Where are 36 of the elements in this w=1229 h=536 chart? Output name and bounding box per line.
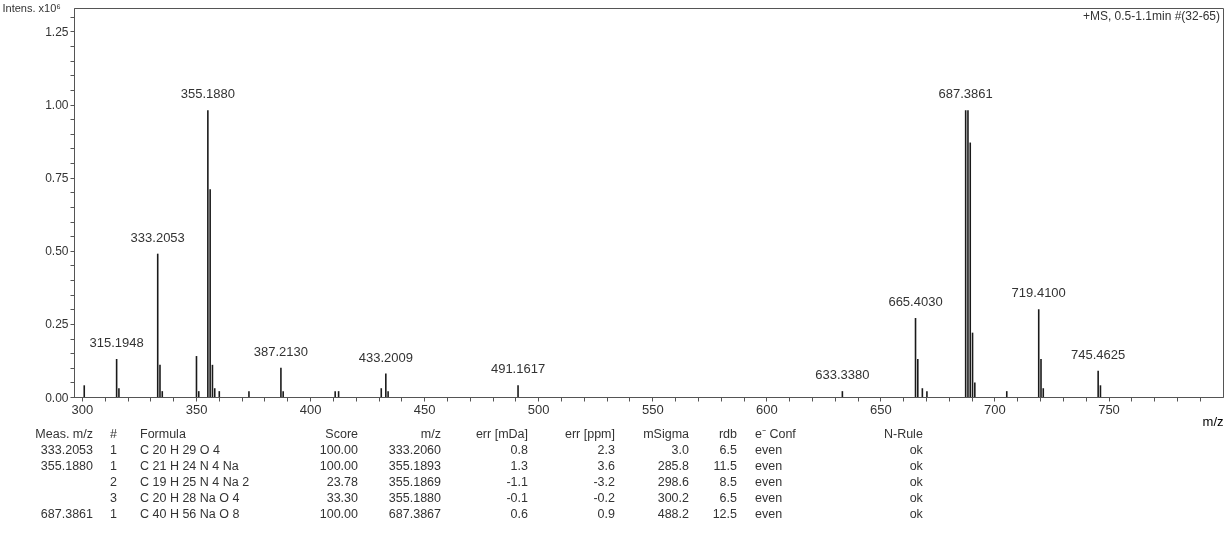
x-axis-title: m/z — [1202, 413, 1224, 429]
x-tick-label: 300 — [71, 401, 94, 417]
annotation: 745.4625 — [1071, 346, 1126, 362]
x-tick-label: 350 — [185, 401, 208, 417]
x-tick-label: 550 — [641, 401, 664, 417]
x-tick-label: 750 — [1098, 401, 1120, 417]
y-tick-label: 1.25 — [45, 24, 69, 39]
text: 3 C 20 H 28 Na O 4 33.30 355.1880 -0.1 -0.2 300.2 6.5 even ok — [110, 491, 923, 505]
annotation: 315.1948 — [89, 334, 144, 350]
annotation: 387.2130 — [253, 343, 309, 359]
annotation: 687.3861 — [938, 86, 993, 102]
y-tick-label: 0.00 — [45, 390, 69, 405]
y-axis-title: Intens. x10⁶ — [2, 1, 61, 14]
text: 355.1880 1 C 21 H 24 N 4 Na 100.00 355.1893 1.3 3.6 285.8 11.5 even ok — [40, 459, 923, 473]
y-tick-label: 1.00 — [45, 98, 69, 113]
annotation: 719.4100 — [1011, 285, 1066, 301]
x-tick-label: 450 — [413, 401, 436, 417]
text: Meas. m/z # Formula Score m/z err [mDa] err [ppm] mSigma rdb e⁻ Conf N-Rule — [35, 427, 923, 441]
annotation: 665.4030 — [888, 294, 943, 310]
x-tick-label: 700 — [984, 401, 1006, 417]
y-tick-label: 0.75 — [45, 171, 69, 186]
text: 687.3861 1 C 40 H 56 Na O 8 100.00 687.3867 0.6 0.9 488.2 12.5 even ok — [40, 507, 923, 521]
annotation: +MS, 0.5-1.1min #(32-65) — [1082, 9, 1220, 23]
y-tick-label: 0.25 — [45, 317, 69, 332]
x-tick-label: 500 — [527, 401, 550, 417]
annotation: 633.3380 — [815, 367, 870, 383]
text: 2 C 19 H 25 N 4 Na 2 23.78 355.1869 -1.1 -3.2 298.6 8.5 even ok — [110, 475, 923, 489]
x-tick-label: 650 — [870, 401, 892, 417]
y-tick-label: 0.50 — [45, 244, 69, 259]
annotation: 433.2009 — [358, 349, 413, 365]
annotation: 491.1617 — [490, 361, 546, 377]
annotation: 333.2053 — [130, 229, 185, 245]
text: 333.2053 1 C 20 H 29 O 4 100.00 333.2060 0.8 2.3 3.0 6.5 even ok — [40, 443, 923, 457]
x-tick-label: 400 — [299, 401, 322, 417]
annotation: 355.1880 — [180, 86, 235, 102]
x-tick-label: 600 — [755, 401, 778, 417]
